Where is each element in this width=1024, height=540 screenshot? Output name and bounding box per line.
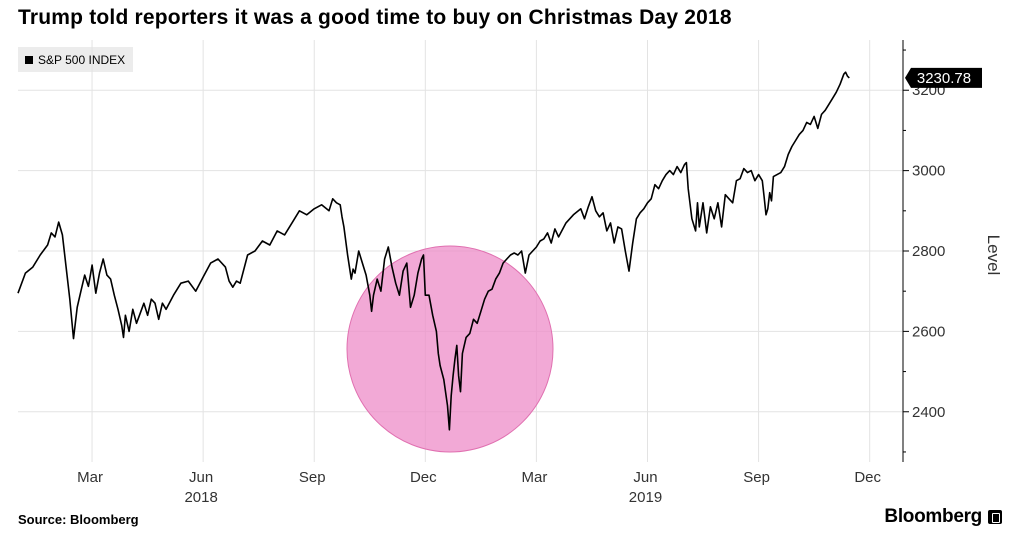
x-axis: Mar Jun Sep Dec Mar Jun Sep Dec 2018 2019 <box>77 469 881 506</box>
y-tick-label: 2800 <box>912 243 945 260</box>
legend: S&P 500 INDEX <box>18 47 134 72</box>
chart-title: Trump told reporters it was a good time … <box>18 6 732 29</box>
last-value-tag-bg <box>905 67 982 88</box>
source-note: Source: Bloomberg <box>18 512 139 527</box>
y-axis-title: Level <box>984 235 1003 276</box>
x-year-label: 2019 <box>629 489 662 506</box>
x-tick-label: Jun <box>633 469 657 486</box>
legend-label: S&P 500 INDEX <box>38 52 126 67</box>
x-tick-label: Jun <box>189 469 213 486</box>
x-tick-label: Sep <box>299 469 326 486</box>
brand-name: Bloomberg <box>884 506 982 527</box>
brand-logo: Bloomberg <box>884 506 1002 528</box>
y-tick-label: 2400 <box>912 404 945 421</box>
terminal-icon <box>988 510 1002 524</box>
x-tick-label: Dec <box>854 469 881 486</box>
legend-swatch-icon <box>25 55 33 64</box>
y-tick-label: 3000 <box>912 163 945 180</box>
x-tick-label: Mar <box>521 469 547 486</box>
last-value-label: 3230.78 <box>917 70 971 87</box>
series-line <box>17 71 850 431</box>
y-tick-label: 2600 <box>912 323 945 340</box>
x-tick-label: Sep <box>743 469 770 486</box>
last-value-tag: 3230.78 <box>905 67 982 88</box>
x-tick-label: Mar <box>77 469 103 486</box>
x-year-label: 2018 <box>184 489 217 506</box>
x-tick-label: Dec <box>410 469 437 486</box>
christmas-highlight-circle <box>346 245 554 453</box>
